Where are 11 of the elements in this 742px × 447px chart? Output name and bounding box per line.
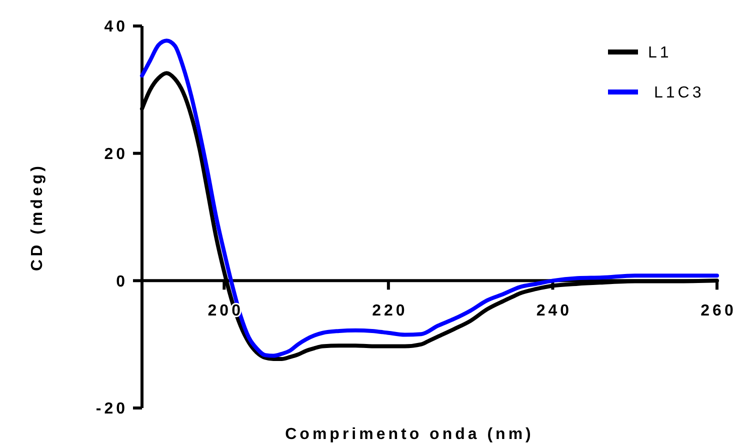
x-tick-label: 220 xyxy=(372,302,408,320)
legend-label: L1C3 xyxy=(654,84,704,102)
y-tick-label: 40 xyxy=(104,18,128,36)
x-tick-label: 260 xyxy=(700,302,736,320)
x-tick-label: 240 xyxy=(536,302,572,320)
y-axis-title: CD (mdeg) xyxy=(29,163,46,271)
legend-label: L1 xyxy=(648,44,672,62)
y-tick-label: -20 xyxy=(96,400,128,418)
x-axis-title: Comprimento onda (nm) xyxy=(285,426,534,443)
y-tick-label: 0 xyxy=(116,273,128,290)
y-tick-label: 20 xyxy=(104,146,128,163)
